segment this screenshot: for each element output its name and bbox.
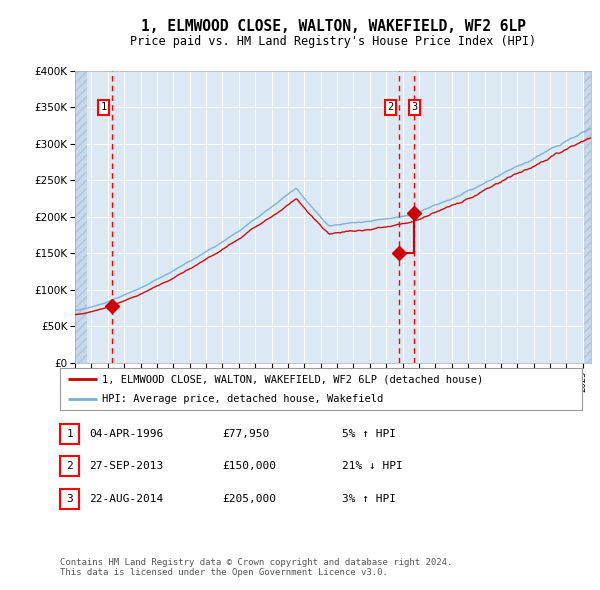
Text: 3: 3 — [411, 102, 418, 112]
Text: 1: 1 — [66, 429, 73, 438]
Text: 3: 3 — [66, 494, 73, 503]
Text: £205,000: £205,000 — [222, 494, 276, 503]
Text: 1: 1 — [101, 102, 107, 112]
Text: 1, ELMWOOD CLOSE, WALTON, WAKEFIELD, WF2 6LP: 1, ELMWOOD CLOSE, WALTON, WAKEFIELD, WF2… — [140, 19, 526, 34]
Text: 2: 2 — [66, 461, 73, 471]
Text: 22-AUG-2014: 22-AUG-2014 — [89, 494, 163, 503]
Text: 21% ↓ HPI: 21% ↓ HPI — [342, 461, 403, 471]
Text: 04-APR-1996: 04-APR-1996 — [89, 429, 163, 438]
Bar — [75, 71, 87, 363]
Text: 3% ↑ HPI: 3% ↑ HPI — [342, 494, 396, 503]
Text: £150,000: £150,000 — [222, 461, 276, 471]
Text: 2: 2 — [387, 102, 394, 112]
Text: 5% ↑ HPI: 5% ↑ HPI — [342, 429, 396, 438]
Text: 27-SEP-2013: 27-SEP-2013 — [89, 461, 163, 471]
Text: HPI: Average price, detached house, Wakefield: HPI: Average price, detached house, Wake… — [102, 395, 383, 404]
Text: Contains HM Land Registry data © Crown copyright and database right 2024.
This d: Contains HM Land Registry data © Crown c… — [60, 558, 452, 577]
Text: 1, ELMWOOD CLOSE, WALTON, WAKEFIELD, WF2 6LP (detached house): 1, ELMWOOD CLOSE, WALTON, WAKEFIELD, WF2… — [102, 374, 483, 384]
Text: Price paid vs. HM Land Registry's House Price Index (HPI): Price paid vs. HM Land Registry's House … — [130, 35, 536, 48]
Bar — [584, 71, 591, 363]
Text: £77,950: £77,950 — [222, 429, 269, 438]
